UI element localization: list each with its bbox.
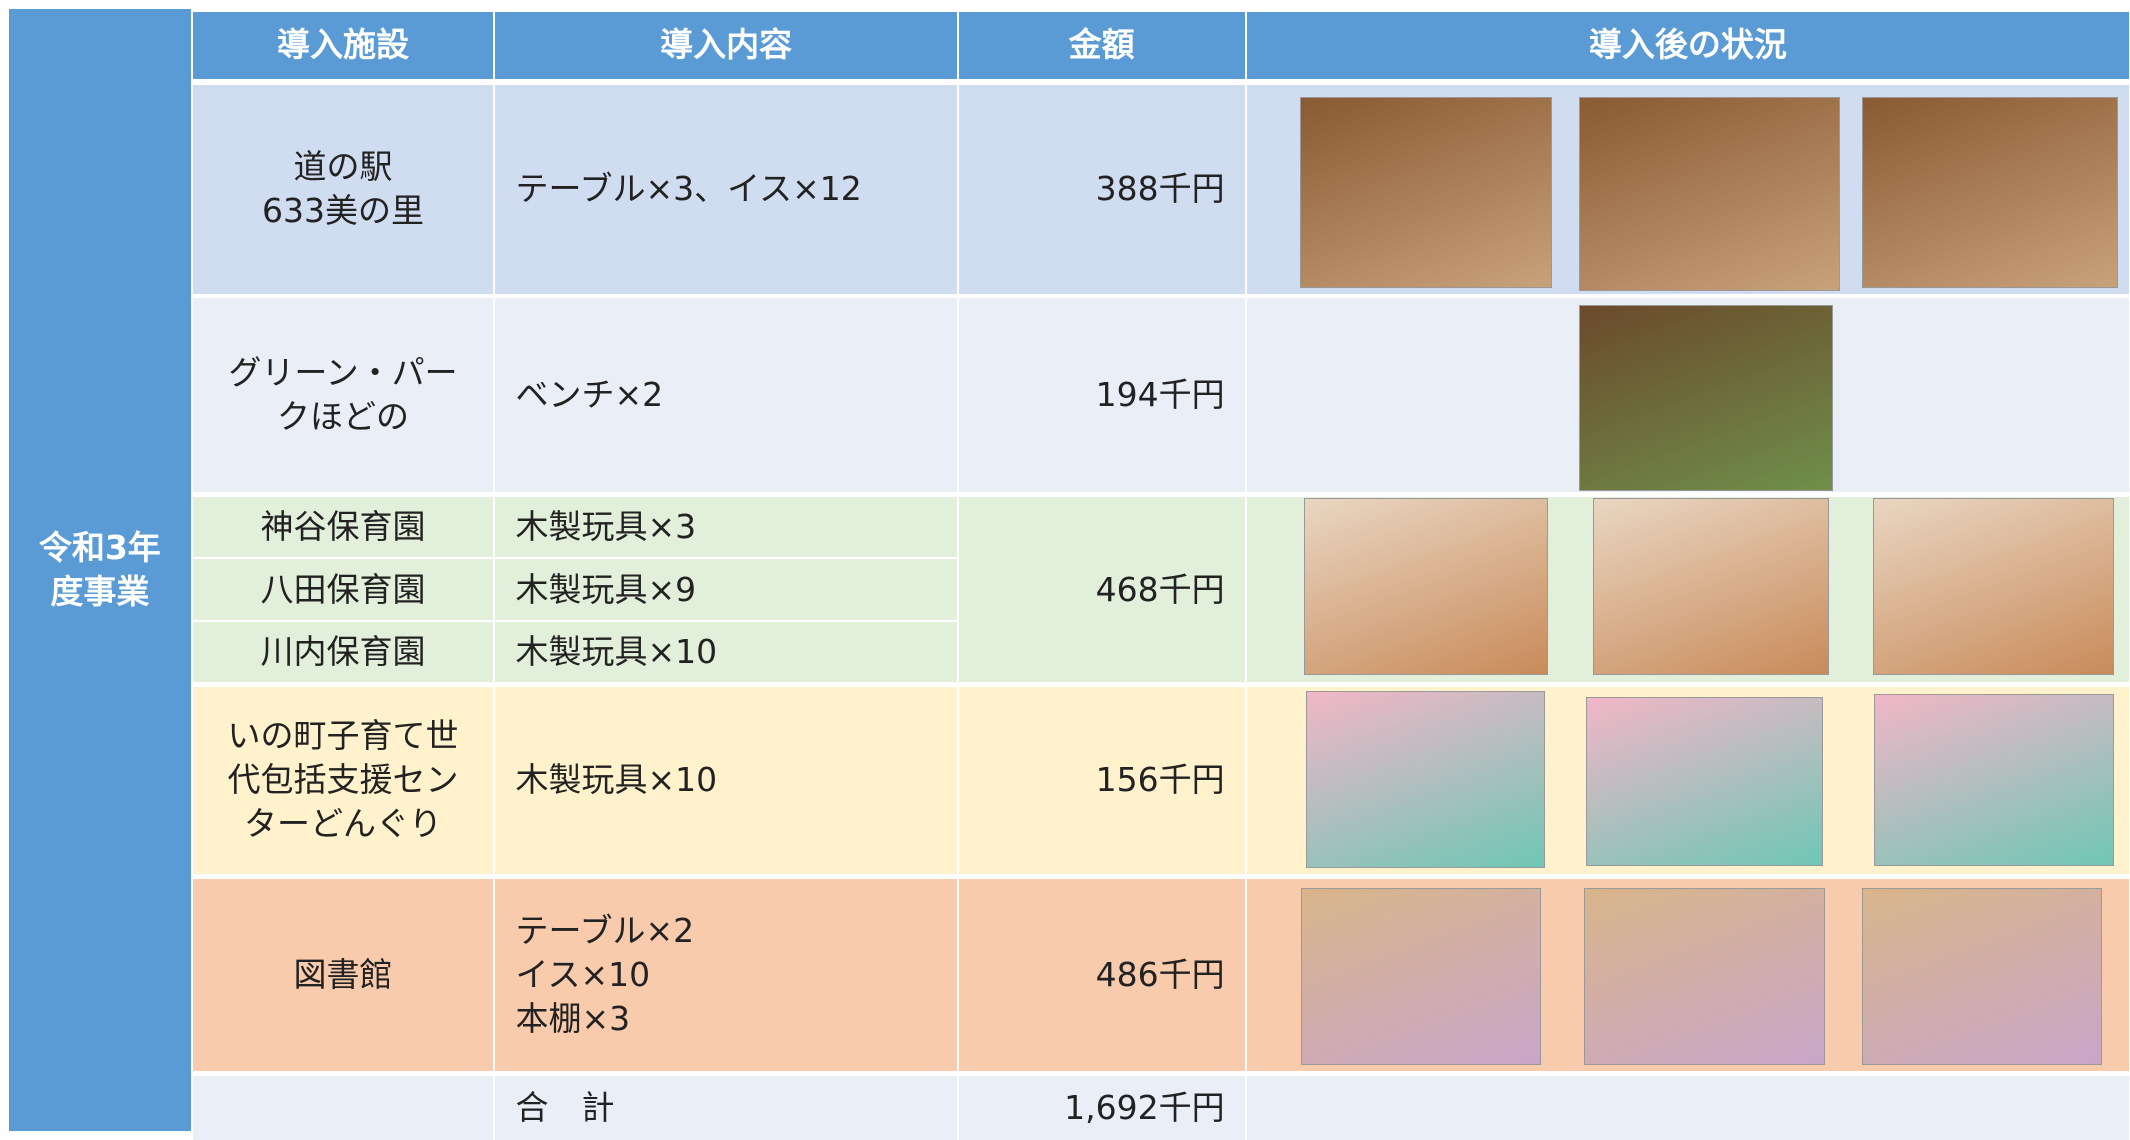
- amount-text: 388千円: [1096, 167, 1225, 211]
- photo: [1586, 697, 1823, 866]
- amount-cell: 468千円: [959, 497, 1245, 682]
- total-cell: [1247, 1076, 2129, 1140]
- facility-text: ターどんぐり: [244, 802, 442, 846]
- photo: [1873, 498, 2114, 675]
- amount-text: 194千円: [1096, 373, 1225, 417]
- content-text: 木製玩具×10: [515, 758, 717, 802]
- header-text: 金額: [1069, 23, 1135, 67]
- content-text: テーブル×2: [515, 909, 694, 953]
- photo: [1301, 888, 1541, 1065]
- amount-cell: 486千円: [959, 879, 1245, 1071]
- amount-text: 486千円: [1096, 953, 1225, 997]
- total-amount-cell: 1,692千円: [959, 1076, 1245, 1140]
- content-text: イス×10: [515, 953, 650, 997]
- facility-text: 633美の里: [262, 189, 424, 233]
- facility-text: 道の駅: [293, 145, 392, 189]
- facility-cell: 神谷保育園: [193, 497, 494, 557]
- facility-cell: グリーン・パークほどの: [193, 298, 494, 492]
- facility-text: いの町子育て世: [227, 714, 458, 758]
- facility-text: 川内保育園: [260, 630, 425, 674]
- facility-text: クほどの: [277, 395, 409, 439]
- facility-text: グリーン・パー: [228, 351, 457, 395]
- content-cell: 木製玩具×3: [495, 497, 956, 557]
- content-text: テーブル×3、イス×12: [515, 167, 861, 211]
- photo: [1300, 97, 1552, 288]
- photo: [1306, 691, 1544, 868]
- facility-cell: 八田保育園: [193, 559, 494, 619]
- content-cell: ベンチ×2: [495, 298, 956, 492]
- content-cell: 木製玩具×10: [495, 687, 956, 874]
- header-text: 導入内容: [660, 23, 792, 67]
- total-amount: 1,692千円: [1064, 1086, 1224, 1130]
- header-cell: 金額: [959, 12, 1245, 79]
- total-label: 合 計: [515, 1086, 614, 1130]
- side-label: 度事業: [50, 570, 149, 614]
- content-text: 木製玩具×9: [515, 568, 696, 612]
- facility-text: 神谷保育園: [260, 505, 425, 549]
- amount-cell: 156千円: [959, 687, 1245, 874]
- header-text: 導入施設: [277, 23, 409, 67]
- facility-text: 代包括支援セン: [227, 758, 458, 802]
- facility-cell: 図書館: [193, 879, 494, 1071]
- header-cell: 導入施設: [193, 12, 494, 79]
- content-text: ベンチ×2: [515, 373, 663, 417]
- content-text: 木製玩具×10: [515, 630, 717, 674]
- amount-text: 156千円: [1096, 758, 1225, 802]
- content-cell: テーブル×3、イス×12: [495, 85, 956, 294]
- photo: [1304, 498, 1548, 675]
- facility-text: 図書館: [293, 953, 392, 997]
- content-text: 本棚×3: [515, 997, 630, 1041]
- total-label-cell: 合 計: [495, 1076, 956, 1140]
- photo: [1874, 694, 2114, 866]
- photo: [1579, 305, 1832, 490]
- amount-text: 468千円: [1096, 568, 1225, 612]
- photo: [1593, 498, 1829, 675]
- content-cell: 木製玩具×10: [495, 622, 956, 682]
- photo: [1862, 97, 2118, 288]
- side-label: 令和3年: [39, 526, 161, 570]
- header-cell: 導入内容: [495, 12, 956, 79]
- amount-cell: 388千円: [959, 85, 1245, 294]
- content-cell: 木製玩具×9: [495, 559, 956, 619]
- photo: [1579, 97, 1839, 291]
- content-text: 木製玩具×3: [515, 505, 696, 549]
- facility-cell: 川内保育園: [193, 622, 494, 682]
- photo: [1584, 888, 1825, 1065]
- total-cell: [193, 1076, 494, 1140]
- photo: [1862, 888, 2102, 1065]
- side-label-cell: 令和3年度事業: [9, 9, 190, 1130]
- amount-cell: 194千円: [959, 298, 1245, 492]
- header-text: 導入後の状況: [1589, 23, 1787, 67]
- facility-cell: いの町子育て世代包括支援センターどんぐり: [193, 687, 494, 874]
- facility-text: 八田保育園: [260, 568, 425, 612]
- header-cell: 導入後の状況: [1247, 12, 2129, 79]
